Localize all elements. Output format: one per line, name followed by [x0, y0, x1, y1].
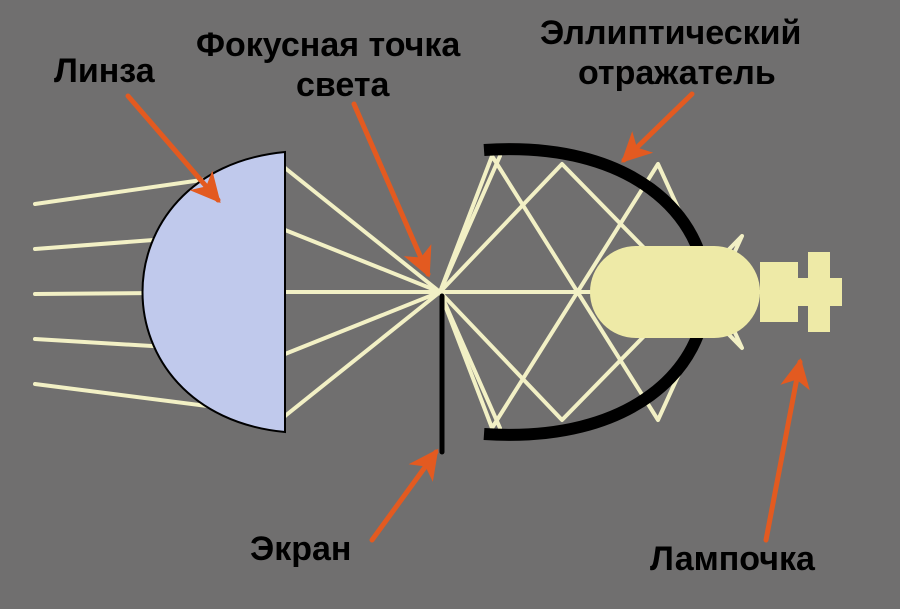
label-reflector-line2: отражатель — [578, 54, 776, 92]
label-focal-line2: света — [296, 66, 390, 104]
bulb-cap — [760, 262, 798, 322]
label-screen: Экран — [250, 530, 351, 568]
label-focal-line1: Фокусная точка — [196, 26, 461, 64]
bulb-connector-h — [796, 278, 842, 306]
label-reflector-line1: Эллиптический — [540, 14, 801, 52]
bulb-body — [590, 246, 760, 338]
label-lens: Линза — [54, 52, 156, 90]
label-bulb: Лампочка — [650, 540, 816, 578]
